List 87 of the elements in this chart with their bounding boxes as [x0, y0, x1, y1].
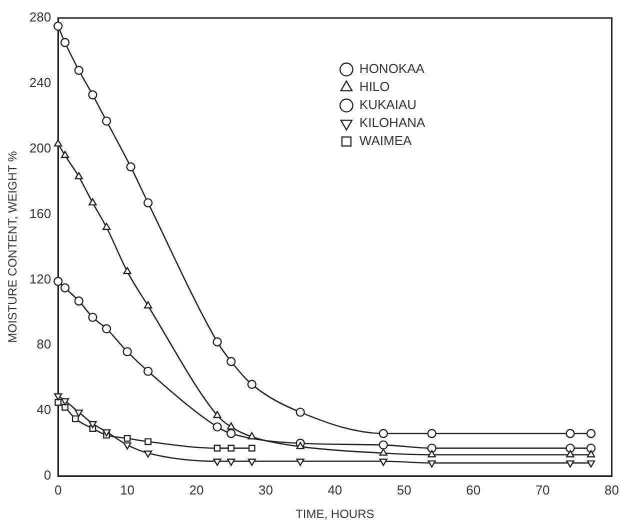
point — [144, 450, 152, 458]
point — [74, 296, 84, 306]
point — [227, 422, 236, 430]
point — [102, 324, 112, 334]
x-tick-label: 10 — [120, 482, 135, 498]
point — [379, 458, 388, 466]
point — [123, 442, 132, 450]
y-tick-label: 120 — [29, 271, 52, 286]
point — [427, 428, 436, 438]
x-axis-title: TIME, HOURS — [296, 507, 374, 522]
x-tick-label: 40 — [328, 482, 342, 498]
legend-label: HILO — [359, 79, 390, 94]
point — [88, 90, 98, 100]
y-tick-label: 160 — [29, 206, 52, 221]
point — [74, 66, 84, 75]
point — [586, 460, 596, 468]
point — [126, 162, 136, 172]
x-tick-label: 50 — [396, 482, 412, 498]
point — [296, 442, 304, 450]
y-tick-label: 240 — [29, 75, 52, 90]
y-tick-label: 200 — [29, 140, 52, 156]
point — [53, 22, 63, 31]
point — [60, 283, 70, 292]
y-tick-label: 80 — [36, 336, 52, 352]
point — [296, 408, 305, 417]
point — [227, 458, 236, 466]
point — [226, 428, 236, 438]
legend-label: KILOHANA — [359, 115, 426, 130]
y-tick-label: 280 — [29, 10, 52, 25]
y-tick-label: 40 — [36, 402, 52, 418]
point — [428, 450, 436, 458]
legend-label: WAIMEA — [359, 133, 412, 148]
point — [212, 337, 222, 346]
point — [123, 266, 132, 274]
y-tick-label: 0 — [44, 468, 52, 483]
point — [144, 438, 152, 446]
point — [248, 432, 256, 440]
point — [228, 444, 235, 452]
point — [378, 440, 388, 450]
point — [62, 404, 68, 411]
point — [213, 410, 222, 418]
point — [248, 444, 256, 452]
point — [427, 444, 436, 453]
x-tick-label: 30 — [258, 482, 273, 498]
point — [428, 460, 436, 468]
point — [586, 444, 596, 453]
point — [378, 428, 388, 438]
point — [53, 276, 63, 286]
point — [74, 172, 83, 180]
point — [143, 198, 153, 208]
point — [566, 428, 575, 438]
point — [144, 301, 152, 308]
point — [214, 444, 221, 452]
point — [566, 460, 574, 468]
point — [124, 434, 131, 442]
point — [102, 429, 111, 436]
point — [72, 415, 79, 422]
point — [88, 421, 97, 428]
x-tick-label: 80 — [604, 482, 620, 498]
x-tick-label: 60 — [466, 482, 481, 498]
point — [566, 444, 575, 453]
point — [586, 428, 596, 438]
point — [60, 398, 70, 406]
x-tick-label: 0 — [54, 482, 62, 498]
point — [213, 458, 222, 466]
point — [212, 422, 222, 432]
point — [102, 116, 112, 126]
point — [88, 312, 98, 322]
point — [74, 410, 83, 417]
point — [60, 150, 70, 158]
point — [379, 448, 388, 456]
legend-label: HONOKAA — [359, 61, 425, 76]
point — [586, 450, 596, 458]
point — [247, 380, 256, 389]
y-axis-title: MOISTURE CONTENT, WEIGHT % — [6, 150, 20, 343]
point — [88, 198, 97, 206]
point — [296, 458, 304, 466]
x-tick-label: 20 — [189, 482, 204, 498]
legend-label: KUKAIAU — [359, 97, 417, 112]
point — [248, 458, 256, 466]
point — [143, 366, 153, 376]
x-tick-label: 70 — [535, 482, 550, 498]
point — [226, 356, 236, 366]
point — [60, 38, 70, 48]
point — [122, 347, 132, 356]
point — [102, 222, 111, 230]
point — [566, 450, 574, 458]
